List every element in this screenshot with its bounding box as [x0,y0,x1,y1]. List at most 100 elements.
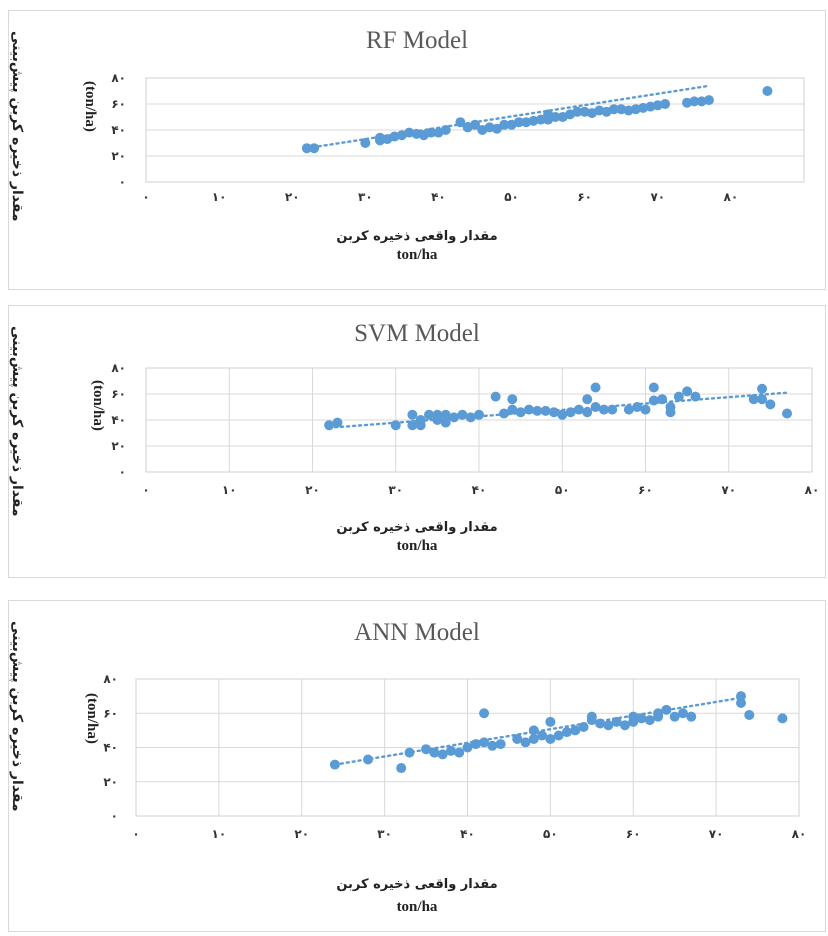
data-point [360,138,371,148]
y-tick-label: ۰ [111,809,118,823]
data-point [619,720,630,731]
y-axis-label: مقدار ذخیره کربن پیش‌بینی [9,621,25,812]
data-point [703,95,714,106]
data-point [570,725,581,736]
data-point [777,713,788,724]
data-point [495,739,506,750]
data-point [582,407,593,418]
data-point [301,143,312,154]
data-point [561,727,572,738]
chart-title: ANN Model [354,619,480,646]
plot-area [135,678,800,817]
x-tick-label: ۱۰ [212,827,227,841]
data-point [586,711,597,722]
data-point [479,708,490,719]
x-axis-unit: ton/ha [396,247,438,263]
data-point [682,386,693,397]
data-point [644,715,655,726]
data-point [661,704,672,715]
data-point [677,708,688,719]
data-point [437,749,448,760]
y-tick-label: ۶۰ [111,387,126,401]
x-tick-label: ۴۰ [472,483,487,497]
y-tick-label: ۸۰ [111,71,126,85]
data-point [455,117,466,128]
data-point [507,404,518,415]
data-point [573,404,584,415]
x-tick-label: ۳۰ [377,827,392,841]
data-point [598,404,609,415]
x-tick-label: ۳۰ [358,190,373,204]
x-axis-unit: ton/ha [396,899,438,915]
data-point [440,125,451,135]
y-axis-label: مقدار ذخیره کربن پیش‌بینی [9,326,25,517]
data-point [407,409,418,420]
data-point [513,117,524,128]
data-point [653,711,664,722]
x-tick-label: ۴۰ [460,827,475,841]
data-point [498,408,509,419]
data-point [309,143,320,154]
x-tick-label: ۲۰ [285,190,300,204]
data-point [686,711,697,722]
data-point [507,394,518,405]
x-tick-label: ۵۰ [555,483,570,497]
data-point [590,402,601,412]
data-point [332,417,343,428]
data-point [628,711,639,722]
x-tick-label: ۸۰ [724,190,739,204]
x-tick-label: ۶۰ [638,483,653,497]
data-point [545,733,556,744]
x-tick-label: ۶۰ [626,827,641,841]
data-point [528,725,539,736]
data-point [465,412,476,423]
x-tick-label: ۷۰ [721,483,736,497]
data-point [535,114,546,125]
x-tick-label: ۴۰ [431,190,446,204]
data-point [404,747,415,758]
data-point [532,405,543,416]
data-point [673,391,684,402]
x-axis-label: مقدار واقعی ذخیره کربن [336,229,498,244]
data-point [735,691,746,702]
ann-scatter-plot: ۰ ۲۰ ۴۰ ۶۰ ۸۰ ۰ ۱۰ ۲۰ ۳۰ ۴۰ ۵۰ ۶۰ ۷۰ ۸۰ [103,672,807,841]
data-point [390,420,401,431]
x-tick-label: ۳۰ [388,483,403,497]
trendline [305,84,711,150]
y-tick-label: ۴۰ [111,123,126,137]
data-point [603,720,614,731]
data-point [657,394,668,405]
data-point [572,106,583,117]
x-tick-label: ۵۰ [504,190,519,204]
data-point [454,747,465,758]
data-point [540,405,551,416]
x-tick-label: ۸۰ [792,827,807,841]
data-point [528,733,539,744]
y-axis-unit: (ton/ha) [82,81,98,132]
x-tick-label: ۱۰ [212,190,227,204]
data-point [445,745,456,756]
data-point [607,404,618,415]
data-point [648,395,659,406]
data-point [595,718,606,729]
y-tick-label: ۲۰ [111,439,126,453]
data-point [735,697,746,708]
data-point [470,119,480,130]
data-point [757,383,768,394]
plot-area [145,367,813,473]
data-point [548,407,559,418]
data-point [512,733,523,744]
data-point [578,721,589,732]
data-point [553,730,564,741]
data-point [426,127,437,138]
data-point [396,763,407,774]
x-tick-label: ۵۰ [543,827,558,841]
y-axis-unit: (ton/ha) [84,693,100,744]
y-tick-label: ۲۰ [103,775,118,789]
data-point [545,716,556,727]
x-tick-label: ۷۰ [650,190,665,204]
data-point [470,739,481,750]
data-point [690,391,701,402]
x-axis-label: مقدار واقعی ذخیره کربن [336,520,498,535]
data-point [407,420,418,431]
